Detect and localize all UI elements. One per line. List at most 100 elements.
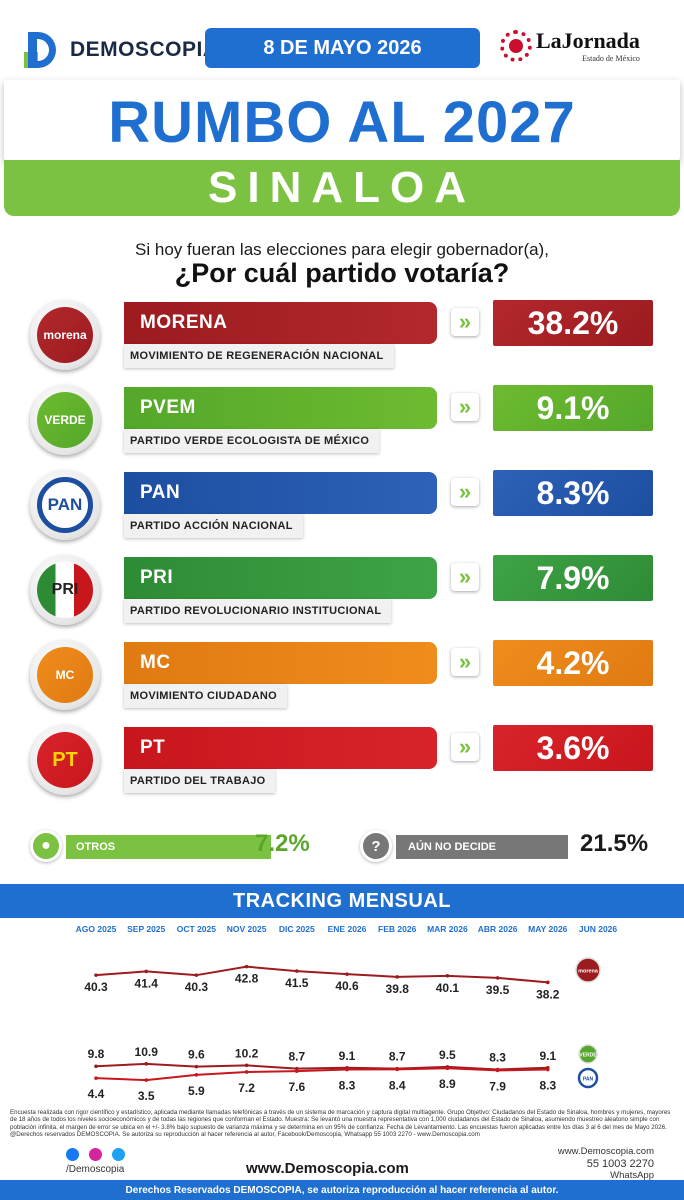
undecided-value: 21.5% [580, 830, 649, 857]
double-chevron-right-icon: » [451, 393, 479, 421]
party-row-pt: PT PT PARTIDO DEL TRABAJO» 3.6% [30, 725, 670, 797]
party-name: MC [124, 642, 437, 684]
facebook-icon[interactable] [66, 1148, 79, 1161]
undecided-label: AÚN NO DECIDE [396, 835, 568, 859]
methodology-note: Encuesta realizada con rigor científico … [10, 1109, 671, 1139]
contact-info: www.Demoscopia.com 55 1003 2270 WhatsApp [528, 1146, 654, 1182]
others-label: OTROS [66, 835, 271, 859]
party-logo-pan: PAN [30, 470, 100, 540]
question-mark-icon: ? [360, 830, 392, 862]
party-logo-text: PRI [37, 562, 93, 618]
data-label: 8.3 [339, 1079, 356, 1093]
data-label: 8.3 [539, 1079, 556, 1093]
party-row-pri: PRI PRI PARTIDO REVOLUCIONARIO INSTITUCION… [30, 555, 670, 627]
x-tick-label: MAY 2026 [528, 924, 567, 934]
question-main: ¿Por cuál partido votaría? [174, 258, 510, 288]
data-label: 9.8 [88, 1047, 105, 1061]
party-percentage: 8.3% [493, 470, 653, 516]
data-label: 38.2 [536, 987, 560, 1001]
data-label: 8.7 [288, 1050, 305, 1064]
x-tick-label: JUN 2026 [579, 924, 618, 934]
double-chevron-right-icon: » [451, 478, 479, 506]
data-label: 39.8 [386, 982, 410, 996]
contact-website[interactable]: www.Demoscopia.com [557, 1146, 654, 1157]
party-full-name: PARTIDO DEL TRABAJO [124, 769, 276, 793]
series-line-morena [95, 965, 548, 984]
series-badge-label: VERDE [579, 1053, 597, 1059]
data-label: 9.5 [439, 1048, 456, 1062]
contact-whatsapp: WhatsApp [610, 1170, 654, 1181]
party-logo-text: PT [37, 732, 93, 788]
website-link[interactable]: www.Demoscopia.com [246, 1160, 409, 1177]
data-point [295, 969, 299, 973]
party-logo-text: PAN [37, 477, 93, 533]
data-label: 40.1 [436, 981, 460, 995]
data-point [445, 1066, 450, 1071]
data-point [144, 1078, 148, 1082]
data-point [445, 974, 450, 978]
data-point [546, 1067, 550, 1072]
double-chevron-right-icon: » [451, 648, 479, 676]
data-label: 41.4 [135, 976, 159, 990]
double-chevron-right-icon: » [451, 733, 479, 761]
party-logo-mc: MC [30, 640, 100, 710]
data-point [395, 1067, 400, 1072]
x-tick-label: ENE 2026 [328, 924, 367, 934]
party-logo-text: MC [37, 647, 93, 703]
x-tick-label: ABR 2026 [478, 924, 518, 934]
party-name: PAN [124, 472, 437, 514]
party-logo-text: morena [37, 307, 93, 363]
data-label: 42.8 [235, 972, 259, 986]
data-point [144, 1062, 148, 1066]
party-full-name: MOVIMIENTO DE REGENERACIÓN NACIONAL [124, 344, 394, 368]
demoscopia-logo: DEMOSCOPIA [24, 30, 219, 70]
data-point [345, 1067, 349, 1072]
party-row-mc: MC MC MOVIMIENTO CIUDADANO» 4.2% [30, 640, 670, 712]
data-point [495, 976, 500, 980]
x-tick-label: AGO 2025 [76, 924, 117, 934]
data-point [194, 1064, 199, 1069]
question-intro: Si hoy fueran las elecciones para elegir… [135, 240, 549, 259]
partner-subtitle: Estado de México [582, 54, 640, 63]
party-logo-text: VERDE [37, 392, 93, 448]
tracking-chart: AGO 2025 SEP 2025 OCT 2025 NOV 2025 DIC 2025… [76, 924, 618, 1103]
data-label: 8.4 [389, 1078, 406, 1092]
data-point [345, 972, 349, 976]
twitter-icon[interactable] [112, 1148, 125, 1161]
party-name: MORENA [124, 302, 437, 344]
party-percentage: 7.9% [493, 555, 653, 601]
others-value: 7.2% [255, 830, 310, 857]
rights-bar: Derechos Reservados DEMOSCOPIA, se autor… [0, 1180, 684, 1200]
data-point [94, 1076, 98, 1080]
x-tick-label: MAR 2026 [427, 924, 468, 934]
data-label: 8.7 [389, 1050, 406, 1064]
data-point [244, 964, 249, 969]
data-point [546, 980, 550, 985]
series-badge-pan [577, 1067, 599, 1089]
party-row-pan: PAN PAN PARTIDO ACCIÓN NACIONAL» 8.3% [30, 470, 670, 542]
data-label: 7.2 [238, 1081, 255, 1095]
demoscopia-logo-icon [24, 30, 64, 70]
data-label: 9.1 [339, 1049, 356, 1063]
party-name: PRI [124, 557, 437, 599]
social-links [66, 1148, 125, 1161]
instagram-icon[interactable] [89, 1148, 102, 1161]
series-line-pan [95, 1067, 548, 1082]
party-logo-pvem: VERDE [30, 385, 100, 455]
data-label: 40.3 [185, 980, 209, 994]
data-label: 8.3 [489, 1051, 506, 1065]
data-label: 8.9 [439, 1077, 456, 1091]
data-label: 9.6 [188, 1048, 205, 1062]
tracking-title: TRACKING MENSUAL [0, 884, 684, 918]
party-full-name: PARTIDO VERDE ECOLOGISTA DE MÉXICO [124, 429, 380, 453]
data-label: 10.9 [135, 1045, 159, 1059]
party-row-pvem: VERDE PVEM PARTIDO VERDE ECOLOGISTA DE MÉX… [30, 385, 670, 457]
party-name: PT [124, 727, 437, 769]
page-title-box: RUMBO AL 2027 [4, 80, 680, 164]
data-label: 10.2 [235, 1046, 259, 1060]
data-point [144, 969, 148, 974]
lajornada-logo: LaJornada Estado de México [500, 28, 640, 63]
data-label: 40.3 [84, 980, 108, 994]
x-tick-label: OCT 2025 [177, 924, 216, 934]
social-handle: /Demoscopia [66, 1164, 125, 1175]
